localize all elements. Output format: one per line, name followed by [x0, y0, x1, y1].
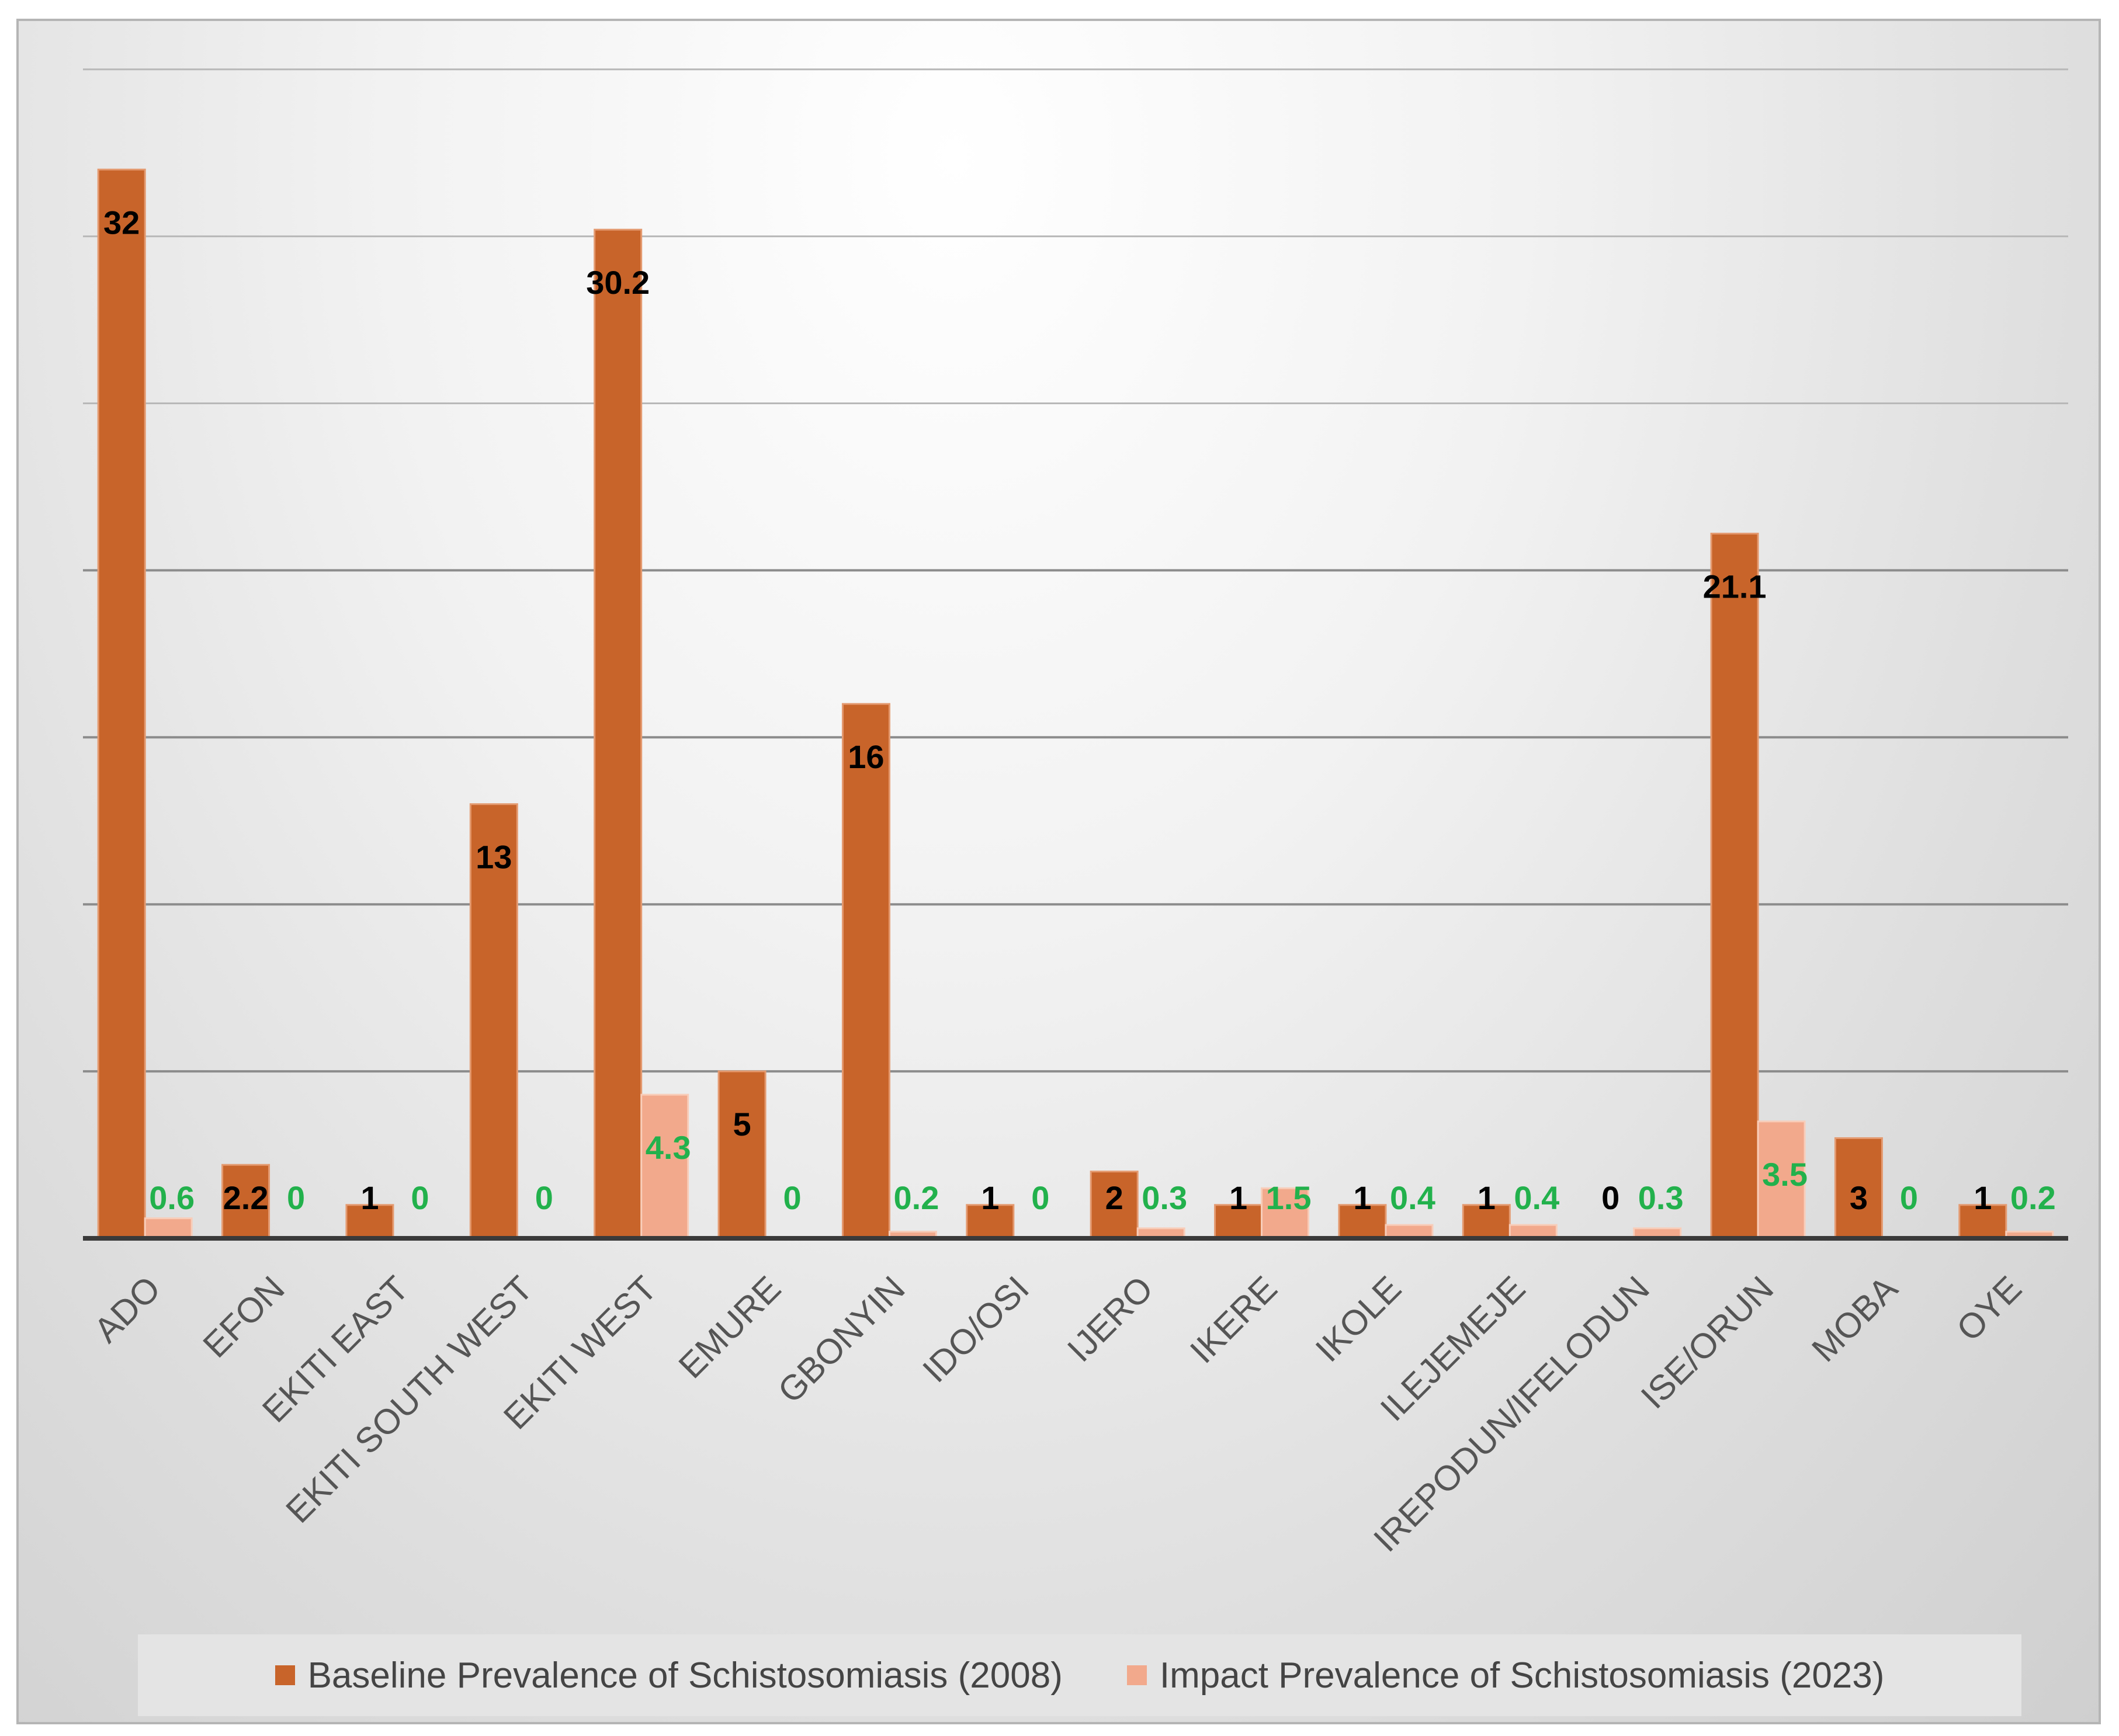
data-label-baseline: 21.1: [1703, 568, 1767, 605]
data-label-impact: 0: [783, 1179, 801, 1216]
bar-baseline: [717, 1070, 767, 1239]
data-label-impact: 0.4: [1390, 1179, 1435, 1216]
bar-baseline: [1710, 533, 1759, 1239]
bars: [97, 168, 2054, 1239]
data-label-baseline: 16: [848, 738, 884, 775]
data-label-baseline: 2.2: [223, 1179, 269, 1216]
data-label-baseline: 3: [1850, 1179, 1868, 1216]
bar-impact: [1757, 1120, 1806, 1239]
bar-baseline: [469, 803, 518, 1239]
data-label-impact: 0.4: [1514, 1179, 1559, 1216]
data-label-baseline: 0: [1601, 1179, 1619, 1216]
data-label-impact: 0.6: [149, 1179, 195, 1216]
data-label-impact: 0: [535, 1179, 553, 1216]
data-label-impact: 1.5: [1266, 1179, 1312, 1216]
bar-baseline: [1214, 1204, 1263, 1239]
data-label-baseline: 5: [733, 1106, 751, 1143]
bar-baseline: [966, 1204, 1015, 1239]
data-label-baseline: 1: [1229, 1179, 1247, 1216]
bar-baseline: [594, 228, 643, 1239]
legend-item-impact[interactable]: Impact Prevalence of Schistosomiasis (20…: [1126, 1655, 1885, 1696]
data-label-impact: 0: [411, 1179, 429, 1216]
data-label-impact: 0.3: [1638, 1179, 1684, 1216]
data-label-baseline: 1: [1478, 1179, 1496, 1216]
category-label: EMURE: [671, 1269, 789, 1386]
data-label-impact: 0.2: [2010, 1179, 2056, 1216]
legend-swatch-impact: [1126, 1665, 1147, 1685]
data-label-impact: 0: [287, 1179, 305, 1216]
data-label-baseline: 30.2: [586, 264, 650, 301]
category-label: IJERO: [1060, 1269, 1160, 1369]
data-label-baseline: 1: [360, 1179, 379, 1216]
category-label: IKERE: [1182, 1269, 1285, 1371]
data-label-baseline: 1: [981, 1179, 999, 1216]
category-label: EKITI SOUTH WEST: [278, 1269, 540, 1530]
bar-baseline: [345, 1204, 394, 1239]
chart-frame: 32 0.6 2.2 0 1 0 13 0 30.2 4.3 5 0 16 0.2 1 0 2 0.3 1 1.5 1 0…: [16, 19, 2101, 1724]
category-label: OYE: [1949, 1269, 2029, 1349]
gridlines: [83, 68, 2068, 1073]
category-label: EFON: [196, 1269, 292, 1365]
data-label-impact: 4.3: [646, 1129, 691, 1166]
data-label-baseline: 2: [1105, 1179, 1123, 1216]
category-label: MOBA: [1804, 1269, 1905, 1369]
legend-label-impact: Impact Prevalence of Schistosomiasis (20…: [1159, 1655, 1885, 1696]
data-label-baseline: 13: [476, 839, 512, 876]
bar-impact: [1261, 1187, 1310, 1239]
data-label-impact: 0: [1900, 1179, 1918, 1216]
legend-label-baseline: Baseline Prevalence of Schistosomiasis (…: [307, 1655, 1063, 1696]
category-label: IKOLE: [1308, 1269, 1409, 1369]
category-label: ADO: [86, 1269, 168, 1350]
category-label: GBONYIN: [771, 1269, 913, 1411]
bar-impact: [144, 1217, 193, 1239]
data-label-impact: 0.2: [894, 1179, 939, 1216]
data-label-baseline: 1: [1974, 1179, 1992, 1216]
legend-item-baseline[interactable]: Baseline Prevalence of Schistosomiasis (…: [275, 1655, 1063, 1696]
data-label-impact: 0: [1031, 1179, 1049, 1216]
bar-baseline: [841, 703, 890, 1239]
data-label-baseline: 1: [1353, 1179, 1371, 1216]
category-label: ISE/ORUN: [1634, 1269, 1781, 1416]
legend-swatch-baseline: [275, 1665, 295, 1685]
legend: Baseline Prevalence of Schistosomiasis (…: [138, 1634, 2021, 1716]
bar-baseline: [1338, 1204, 1387, 1239]
data-label-baseline: 32: [103, 204, 140, 241]
bar-baseline: [97, 168, 146, 1239]
data-label-impact: 0.3: [1142, 1179, 1187, 1216]
bar-impact: [640, 1093, 689, 1239]
category-label: IDO/OSI: [915, 1269, 1036, 1390]
data-label-impact: 3.5: [1762, 1156, 1808, 1193]
